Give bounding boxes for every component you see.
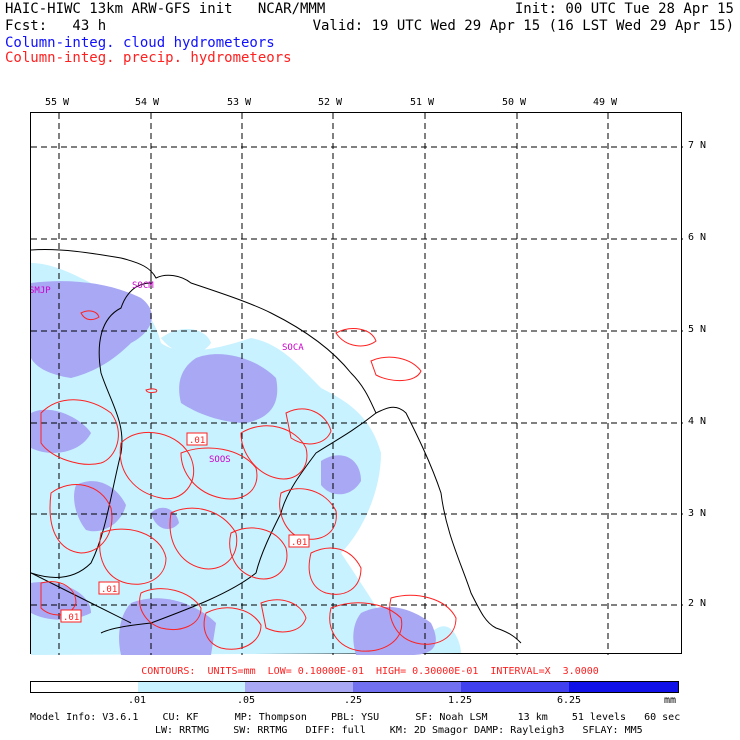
legend-units: mm xyxy=(664,695,677,706)
lat-label-2n: 2 N xyxy=(688,598,707,609)
contour-label: .01 xyxy=(291,538,307,548)
legend-bin-1 xyxy=(138,682,245,692)
lon-label-55w: 55 W xyxy=(45,97,70,108)
station-socm: SOCM xyxy=(132,281,154,291)
contour-label: .01 xyxy=(101,585,117,595)
lon-label-54w: 54 W xyxy=(135,97,160,108)
precip-contours xyxy=(40,310,457,652)
field-cloud-label: Column-integ. cloud hydrometeors xyxy=(5,35,275,51)
graticule xyxy=(31,113,683,655)
valid-time: Valid: 19 UTC Wed 29 Apr 15 (16 LST Wed … xyxy=(312,18,734,34)
model-title: HAIC-HIWC 13km ARW-GFS init NCAR/MMM xyxy=(5,1,326,17)
lat-label-6n: 6 N xyxy=(688,232,707,243)
legend-label: 6.25 xyxy=(557,695,582,706)
lat-label-7n: 7 N xyxy=(688,140,707,151)
legend-label: .01 xyxy=(128,695,147,706)
model-info-line2: LW: RRTMG SW: RRTMG DIFF: full KM: 2D Sm… xyxy=(155,725,643,736)
station-soos: SOOS xyxy=(209,455,231,465)
legend-bin-3 xyxy=(353,682,461,692)
contour-labels: .01 .01 .01 .01 xyxy=(63,436,307,623)
forecast-hour: Fcst: 43 h xyxy=(5,18,107,34)
lat-label-3n: 3 N xyxy=(688,508,707,519)
station-soca: SOCA xyxy=(282,343,304,353)
lat-label-4n: 4 N xyxy=(688,416,707,427)
contour-label: .01 xyxy=(189,436,205,446)
map-panel: .01 .01 .01 .01 SMJP SOCM SOCA SOOS xyxy=(29,112,683,655)
legend-bin-5 xyxy=(569,682,678,692)
map-svg: .01 .01 .01 .01 SMJP SOCM SOCA SOOS xyxy=(29,113,683,655)
lon-label-51w: 51 W xyxy=(410,97,435,108)
lon-label-52w: 52 W xyxy=(318,97,343,108)
legend-label: 1.25 xyxy=(448,695,473,706)
init-time: Init: 00 UTC Tue 28 Apr 15 xyxy=(514,1,734,17)
cloud-field-medium xyxy=(31,281,436,655)
station-smjp: SMJP xyxy=(31,286,51,296)
lon-label-53w: 53 W xyxy=(227,97,252,108)
station-labels: SMJP SOCM SOCA SOOS xyxy=(29,281,304,465)
contour-label-boxes xyxy=(60,432,310,623)
legend-bin-0 xyxy=(31,682,138,692)
color-legend xyxy=(30,681,679,693)
lon-label-50w: 50 W xyxy=(502,97,527,108)
field-precip-label: Column-integ. precip. hydrometeors xyxy=(5,50,292,66)
legend-bin-4 xyxy=(461,682,569,692)
lon-label-49w: 49 W xyxy=(593,97,618,108)
legend-label: .05 xyxy=(237,695,256,706)
legend-bin-2 xyxy=(245,682,353,692)
lat-label-5n: 5 N xyxy=(688,324,707,335)
contour-label: .01 xyxy=(63,613,79,623)
legend-label: .25 xyxy=(344,695,363,706)
contours-info: CONTOURS: UNITS=mm LOW= 0.10000E-01 HIGH… xyxy=(141,666,599,677)
model-info-line1: Model Info: V3.6.1 CU: KF MP: Thompson P… xyxy=(30,712,681,723)
